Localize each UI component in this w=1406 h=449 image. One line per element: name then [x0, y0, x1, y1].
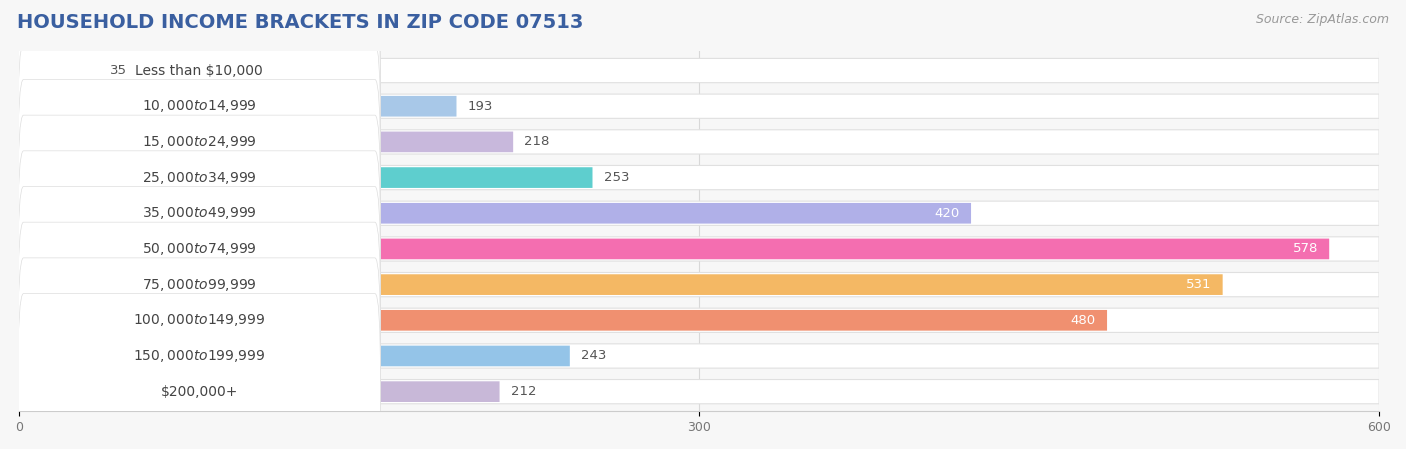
FancyBboxPatch shape — [18, 294, 381, 449]
Text: $75,000 to $99,999: $75,000 to $99,999 — [142, 277, 257, 293]
FancyBboxPatch shape — [20, 94, 1379, 119]
FancyBboxPatch shape — [20, 167, 592, 188]
FancyBboxPatch shape — [20, 310, 1107, 330]
FancyBboxPatch shape — [20, 60, 98, 81]
FancyBboxPatch shape — [18, 115, 381, 311]
Text: 531: 531 — [1185, 278, 1212, 291]
Text: 253: 253 — [603, 171, 630, 184]
Text: 578: 578 — [1292, 242, 1317, 255]
Text: $10,000 to $14,999: $10,000 to $14,999 — [142, 98, 257, 114]
FancyBboxPatch shape — [20, 237, 1379, 261]
Text: 480: 480 — [1070, 314, 1095, 327]
FancyBboxPatch shape — [18, 186, 381, 383]
FancyBboxPatch shape — [18, 222, 381, 418]
FancyBboxPatch shape — [18, 258, 381, 449]
Text: $200,000+: $200,000+ — [160, 385, 238, 399]
FancyBboxPatch shape — [18, 44, 381, 240]
Text: $150,000 to $199,999: $150,000 to $199,999 — [134, 348, 266, 364]
FancyBboxPatch shape — [20, 379, 1379, 404]
FancyBboxPatch shape — [18, 0, 381, 169]
Text: Less than $10,000: Less than $10,000 — [135, 64, 263, 78]
Text: 243: 243 — [581, 349, 606, 362]
FancyBboxPatch shape — [18, 151, 381, 347]
Text: $15,000 to $24,999: $15,000 to $24,999 — [142, 134, 257, 150]
FancyBboxPatch shape — [20, 96, 457, 117]
Text: $100,000 to $149,999: $100,000 to $149,999 — [134, 313, 266, 328]
Text: $50,000 to $74,999: $50,000 to $74,999 — [142, 241, 257, 257]
FancyBboxPatch shape — [18, 8, 381, 204]
FancyBboxPatch shape — [20, 308, 1379, 332]
FancyBboxPatch shape — [20, 201, 1379, 225]
FancyBboxPatch shape — [20, 381, 499, 402]
Text: 218: 218 — [524, 136, 550, 149]
FancyBboxPatch shape — [20, 130, 1379, 154]
Text: 35: 35 — [110, 64, 127, 77]
FancyBboxPatch shape — [18, 79, 381, 276]
FancyBboxPatch shape — [20, 346, 569, 366]
FancyBboxPatch shape — [20, 203, 972, 224]
Text: 212: 212 — [510, 385, 537, 398]
FancyBboxPatch shape — [20, 132, 513, 152]
Text: $25,000 to $34,999: $25,000 to $34,999 — [142, 170, 257, 185]
Text: 193: 193 — [468, 100, 494, 113]
FancyBboxPatch shape — [20, 238, 1329, 259]
FancyBboxPatch shape — [20, 165, 1379, 190]
FancyBboxPatch shape — [20, 273, 1379, 297]
Text: $35,000 to $49,999: $35,000 to $49,999 — [142, 205, 257, 221]
Text: Source: ZipAtlas.com: Source: ZipAtlas.com — [1256, 13, 1389, 26]
FancyBboxPatch shape — [20, 58, 1379, 83]
FancyBboxPatch shape — [20, 344, 1379, 368]
FancyBboxPatch shape — [20, 274, 1223, 295]
Text: HOUSEHOLD INCOME BRACKETS IN ZIP CODE 07513: HOUSEHOLD INCOME BRACKETS IN ZIP CODE 07… — [17, 13, 583, 32]
Text: 420: 420 — [935, 207, 960, 220]
